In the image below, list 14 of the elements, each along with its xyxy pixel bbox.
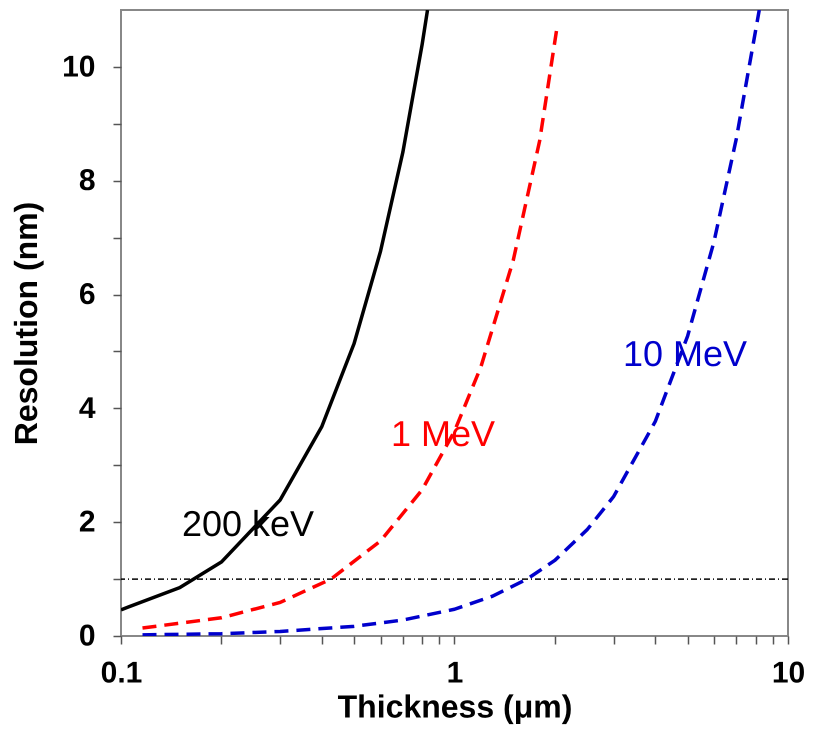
series-label: 10 MeV (622, 333, 748, 374)
x-tick-label: 1 (446, 656, 464, 690)
y-tick-label: 6 (78, 278, 96, 312)
y-tick-label: 0 (78, 620, 96, 652)
x-axis-title: Thickness (μm) (338, 688, 572, 724)
y-tick-label: 8 (78, 164, 96, 198)
series-label: 200 keV (182, 503, 314, 544)
y-tick-label: 4 (78, 392, 96, 425)
y-tick-label: 2 (78, 506, 96, 539)
y-tick-label: 10 (62, 50, 96, 84)
y-axis-title: Resolution (nm) (8, 202, 44, 446)
x-tick-label: 0.1 (100, 656, 142, 690)
series-label: 1 MeV (390, 413, 496, 454)
x-tick-label: 10 (772, 656, 806, 690)
